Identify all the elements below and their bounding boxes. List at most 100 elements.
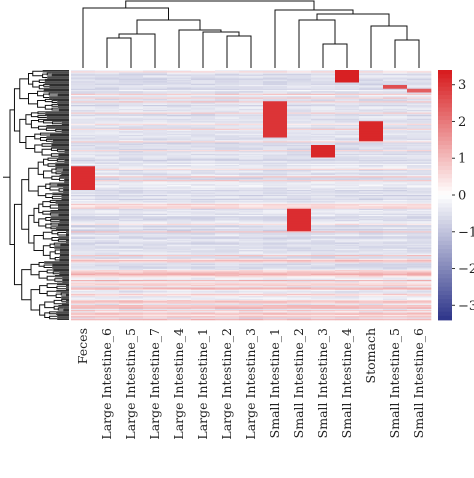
heatmap-cell	[383, 215, 408, 217]
colorbar-segment	[438, 261, 452, 267]
heatmap-cell	[191, 108, 216, 111]
heatmap-cell	[239, 175, 264, 177]
heatmap-cell	[287, 268, 312, 271]
heatmap-cell	[95, 188, 120, 191]
heatmap-column	[95, 70, 120, 321]
heatmap-cell	[407, 233, 432, 236]
heatmap-cell	[71, 232, 96, 235]
heatmap-cell	[383, 257, 408, 260]
heatmap-cell	[287, 222, 312, 225]
heatmap-cell	[311, 167, 336, 170]
heatmap-cell	[119, 115, 144, 117]
heatmap-cell	[407, 137, 432, 140]
heatmap-cell	[287, 161, 312, 163]
dendrogram-branch	[125, 0, 315, 10]
heatmap-cell	[95, 300, 120, 302]
heatmap-cell	[287, 188, 312, 191]
heatmap-cell	[407, 88, 432, 91]
heatmap-cell	[263, 126, 288, 128]
heatmap-cell	[71, 228, 96, 231]
heatmap-cell	[143, 316, 168, 318]
heatmap-cell	[407, 246, 432, 248]
heatmap-cell	[335, 243, 360, 246]
heatmap-cell	[95, 120, 120, 122]
heatmap-cell	[143, 90, 168, 92]
heatmap-cell	[167, 277, 192, 280]
heatmap-cell	[167, 296, 192, 298]
heatmap-cell	[311, 131, 336, 133]
heatmap-cell	[335, 238, 360, 241]
heatmap-cell	[383, 155, 408, 157]
heatmap-cell	[311, 160, 336, 162]
heatmap-cell	[191, 245, 216, 247]
heatmap-cell	[335, 302, 360, 305]
heatmap-cell	[191, 148, 216, 151]
heatmap-cell	[191, 111, 216, 113]
heatmap-cell	[143, 285, 168, 287]
heatmap-cell	[287, 185, 312, 187]
heatmap-cell	[359, 310, 384, 312]
heatmap-cell	[95, 72, 120, 75]
heatmap-cell	[215, 303, 240, 306]
heatmap-cell	[263, 112, 288, 115]
heatmap-cell	[263, 127, 288, 130]
heatmap-cell	[143, 298, 168, 301]
heatmap-cell	[287, 111, 312, 113]
heatmap-cell	[119, 197, 144, 200]
dendrogram-branch	[30, 289, 40, 311]
heatmap-cell	[335, 98, 360, 101]
heatmap-cell	[143, 117, 168, 120]
heatmap-cell	[383, 101, 408, 103]
heatmap-cell	[335, 107, 360, 110]
heatmap-cell	[239, 301, 264, 303]
heatmap-cell	[215, 135, 240, 137]
heatmap-cell	[215, 305, 240, 307]
heatmap-cell	[287, 83, 312, 86]
heatmap-cell	[335, 176, 360, 178]
heatmap-cell	[287, 231, 312, 233]
heatmap-cell	[359, 135, 384, 137]
heatmap-cell	[95, 315, 120, 317]
heatmap-cell	[335, 202, 360, 205]
heatmap-cell	[95, 161, 120, 163]
heatmap-cell	[407, 318, 432, 321]
heatmap-cell	[119, 242, 144, 245]
heatmap-cell	[287, 208, 312, 211]
heatmap-cell	[71, 121, 96, 123]
dendrogram-branch	[45, 223, 51, 229]
heatmap-cell	[407, 255, 432, 257]
heatmap-cell	[239, 246, 264, 248]
heatmap-cell	[359, 298, 384, 301]
heatmap-cell	[95, 136, 120, 138]
heatmap-cell	[407, 125, 432, 127]
heatmap-cell	[407, 271, 432, 273]
heatmap-cell	[119, 307, 144, 310]
heatmap-cell	[215, 282, 240, 285]
heatmap-cell	[407, 200, 432, 202]
dendrogram-branch	[28, 214, 34, 244]
heatmap-cell	[143, 136, 168, 138]
heatmap-cell	[335, 82, 360, 85]
heatmap-cell	[143, 207, 168, 210]
heatmap-cell	[191, 177, 216, 180]
heatmap-cell	[119, 158, 144, 161]
heatmap-cell	[287, 168, 312, 171]
heatmap-cell	[407, 87, 432, 90]
heatmap-cell	[263, 92, 288, 95]
heatmap-cell	[335, 253, 360, 256]
heatmap-cell	[167, 222, 192, 225]
heatmap-cell	[191, 125, 216, 127]
heatmap-cell	[239, 103, 264, 106]
heatmap-cell	[119, 151, 144, 153]
heatmap-cell	[119, 85, 144, 87]
dendrogram-branch	[43, 158, 49, 166]
heatmap-cell	[311, 236, 336, 238]
heatmap-cell	[95, 130, 120, 132]
heatmap-cell	[335, 96, 360, 98]
heatmap-cell	[191, 98, 216, 101]
heatmap-cell	[359, 207, 384, 210]
heatmap-cell	[287, 235, 312, 237]
heatmap-cell	[407, 243, 432, 246]
heatmap-cell	[71, 217, 96, 220]
heatmap-cell	[383, 170, 408, 172]
